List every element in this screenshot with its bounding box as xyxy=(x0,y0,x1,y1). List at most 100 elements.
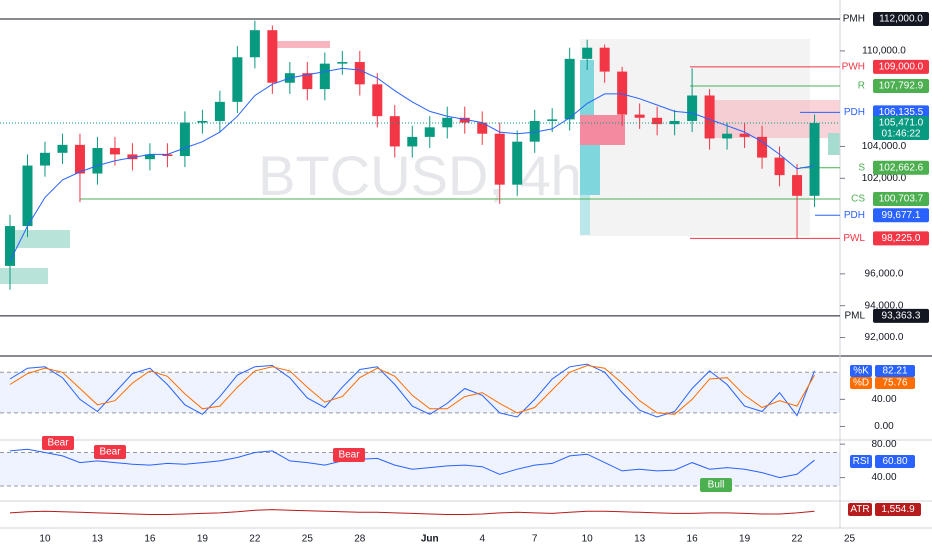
profile-bar xyxy=(580,145,600,195)
signal-box xyxy=(700,478,732,492)
countdown: 01:46:22 xyxy=(882,129,921,140)
legend-box xyxy=(848,503,872,516)
stoch-line xyxy=(9,363,815,418)
value-box xyxy=(875,455,915,468)
x-tick-label: 16 xyxy=(144,534,156,545)
stoch-line xyxy=(9,364,815,415)
x-tick-label: 28 xyxy=(354,534,366,545)
profile-bar xyxy=(580,115,625,145)
zone xyxy=(5,230,70,248)
candle-body xyxy=(722,133,733,139)
level-box xyxy=(873,160,929,175)
level-value: 107,792.9 xyxy=(879,81,924,92)
level-value: 93,363.3 xyxy=(882,310,921,321)
candle-body xyxy=(92,148,103,174)
candle-body xyxy=(424,127,435,137)
signal-label: Bear xyxy=(338,450,360,461)
level-value: 112,000.0 xyxy=(879,14,923,25)
rsi-line xyxy=(9,448,815,479)
candle-body xyxy=(302,73,313,90)
level-value: 98,225.0 xyxy=(882,233,921,244)
candle-body xyxy=(389,116,400,147)
signal-label: Bear xyxy=(47,438,69,449)
candle-body xyxy=(687,95,698,121)
level-box xyxy=(873,191,929,206)
level-value: 99,677.1 xyxy=(882,210,921,221)
zone xyxy=(710,100,840,138)
y-tick-label: 104,000.0 xyxy=(862,141,907,152)
candle-body xyxy=(144,154,155,160)
last-value: 82.21 xyxy=(882,366,907,377)
x-tick-label: 19 xyxy=(197,534,209,545)
last-value: 1,554.9 xyxy=(881,504,915,515)
candle-body xyxy=(407,136,418,147)
candle-body xyxy=(529,120,540,142)
y-tick-label: 94,000.0 xyxy=(865,300,904,311)
level-name: CS xyxy=(851,194,865,205)
x-tick-label: Jun xyxy=(421,534,439,545)
candle-body xyxy=(494,133,505,185)
value-box xyxy=(875,365,915,377)
candle-body xyxy=(214,101,225,121)
moving-average xyxy=(9,67,815,262)
candle-body xyxy=(267,30,278,83)
level-value: 102,662.6 xyxy=(879,162,924,173)
value-box xyxy=(875,503,921,516)
last-value: 60.80 xyxy=(882,456,907,467)
band-fill xyxy=(0,372,840,413)
candle-body xyxy=(477,122,488,134)
candle-body xyxy=(74,144,85,174)
level-box xyxy=(873,208,929,223)
current-price-box xyxy=(873,116,929,141)
y-tick-label: 0.00 xyxy=(874,421,894,432)
legend-box xyxy=(850,377,872,389)
level-name: PWH xyxy=(842,61,865,72)
candle-body xyxy=(564,58,575,120)
level-name: PML xyxy=(844,310,865,321)
level-value: 106,135.5 xyxy=(879,107,924,118)
x-tick-label: 4 xyxy=(479,534,485,545)
candle-body xyxy=(39,152,50,166)
candle-body xyxy=(232,57,243,102)
level-value: 100,703.7 xyxy=(879,194,924,205)
zone xyxy=(0,268,48,284)
x-tick-label: 13 xyxy=(92,534,104,545)
legend-box xyxy=(850,455,872,468)
candle-body xyxy=(372,84,383,117)
value-box xyxy=(875,377,915,389)
x-tick-label: 13 xyxy=(634,534,646,545)
level-box xyxy=(873,59,929,74)
candle-body xyxy=(354,62,365,85)
level-box xyxy=(873,105,929,120)
current-price: 105,471.0 xyxy=(879,118,924,129)
candle-body xyxy=(704,95,715,139)
candle-body xyxy=(634,114,645,118)
candle-body xyxy=(319,63,330,90)
candle-body xyxy=(22,165,33,227)
candle-body xyxy=(179,122,190,156)
x-tick-label: 19 xyxy=(739,534,751,545)
candle-body xyxy=(5,226,15,266)
legend-name: RSI xyxy=(853,456,870,467)
level-box xyxy=(873,79,929,94)
signal-box xyxy=(94,445,126,459)
last-value: 75.76 xyxy=(882,378,907,389)
candle-body xyxy=(57,144,68,153)
signal-label: Bear xyxy=(99,447,121,458)
candle-body xyxy=(337,62,348,64)
y-tick-label: 96,000.0 xyxy=(865,268,904,279)
level-name: R xyxy=(858,81,865,92)
y-tick-label: 80.00 xyxy=(871,439,896,450)
candle-body xyxy=(547,119,558,121)
candle-body xyxy=(512,141,523,185)
level-name: PDH xyxy=(844,210,865,221)
watermark: BTCUSD, 4h xyxy=(258,144,582,207)
level-value: 109,000.0 xyxy=(879,61,924,72)
level-box xyxy=(873,12,929,27)
candle-body xyxy=(459,117,470,123)
level-box xyxy=(873,308,929,323)
level-name: PDH xyxy=(844,107,865,118)
x-tick-label: 22 xyxy=(791,534,803,545)
level-name: PWL xyxy=(843,233,865,244)
